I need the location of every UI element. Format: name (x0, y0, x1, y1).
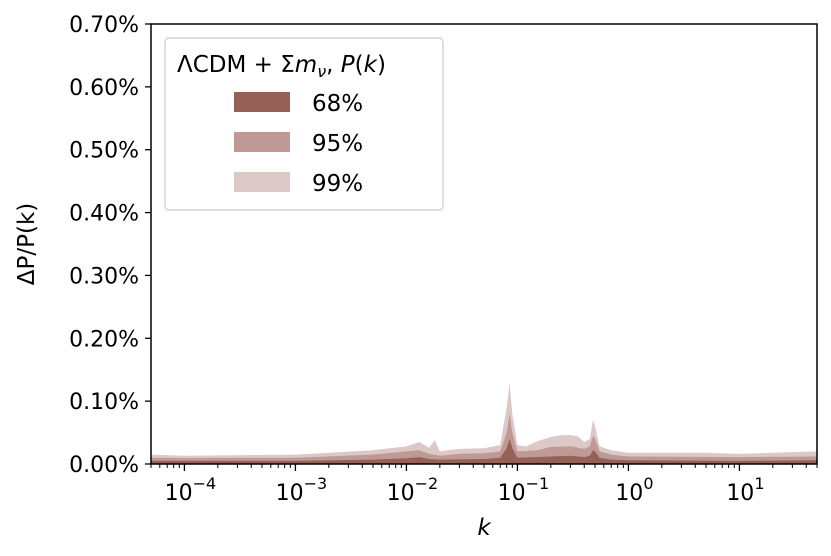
band-95-pct (151, 413, 817, 464)
confidence-bands (151, 383, 817, 464)
y-tick-label: 0.40% (69, 202, 139, 227)
x-tick-label: 101 (726, 474, 764, 506)
legend-title-open: ( (355, 52, 364, 78)
legend-title-p: P (341, 52, 355, 78)
legend-label: 68% (312, 91, 363, 117)
legend-entries: 68% 95% 99% (234, 91, 363, 197)
legend: ΛCDM + Σmν, P(k) 68% 95% 99% (164, 37, 444, 211)
y-tick-label: 0.20% (69, 327, 139, 352)
x-tick-label: 10−4 (165, 474, 217, 506)
x-axis: 10−4 10−3 10−2 10−1 100 101 (150, 464, 818, 506)
y-tick-label: 0.30% (69, 264, 139, 289)
legend-box (164, 37, 444, 211)
band-99-pct (151, 383, 817, 464)
legend-swatch-99-pct (234, 172, 290, 192)
legend-title-suffix: , (326, 52, 341, 78)
legend-title-m: m (295, 52, 317, 78)
y-tick-label: 0.50% (69, 139, 139, 164)
x-tick-label: 10−1 (498, 474, 550, 506)
legend-label: 95% (312, 131, 363, 157)
y-axis-label: ΔP/P(k) (14, 203, 40, 286)
y-tick-label: 0.10% (69, 390, 139, 415)
x-axis-label: k (477, 515, 492, 541)
legend-swatch-95-pct (234, 132, 290, 152)
y-tick-label: 0.70% (69, 13, 139, 38)
x-tick-label: 10−3 (276, 474, 328, 506)
band-68-pct (151, 438, 817, 464)
y-axis: 0.00% 0.10% 0.20% 0.30% 0.40% 0.50% 0.60% 0.70% (69, 13, 151, 478)
legend-title-k: k (364, 52, 379, 78)
legend-label: 99% (312, 171, 363, 197)
y-tick-label: 0.60% (69, 76, 139, 101)
legend-title-close: ) (377, 52, 386, 78)
x-tick-label: 100 (615, 474, 653, 506)
legend-title-prefix: ΛCDM + Σ (177, 52, 295, 78)
legend-title: ΛCDM + Σmν, P(k) (177, 52, 386, 81)
legend-swatch-68-pct (234, 92, 290, 112)
x-tick-label: 10−2 (387, 474, 439, 506)
y-tick-label: 0.00% (69, 453, 139, 478)
legend-title-nu: ν (317, 62, 326, 81)
